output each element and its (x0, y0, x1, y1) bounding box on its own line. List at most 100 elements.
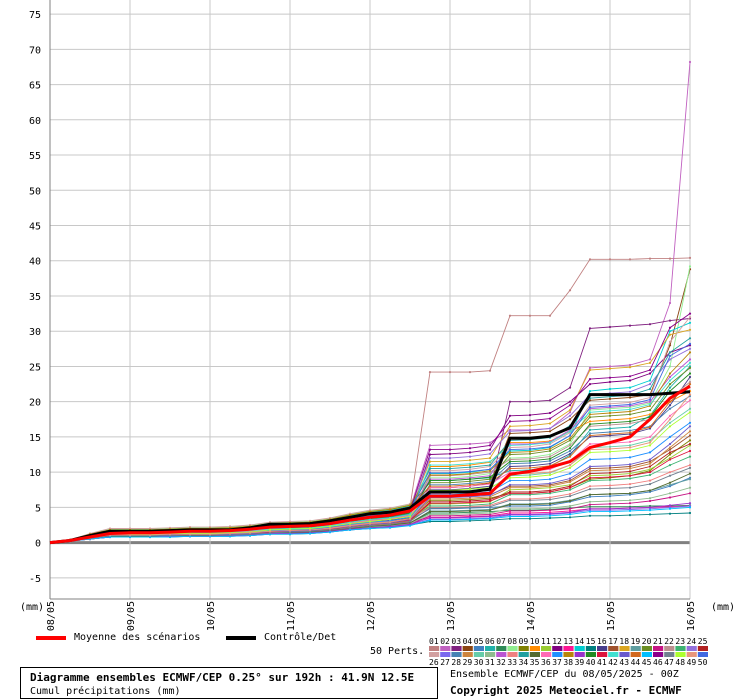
member-color-swatch-top (462, 646, 473, 651)
x-tick-label: 15/05 (606, 601, 617, 631)
member-series-point (668, 418, 672, 421)
member-series-point (388, 508, 392, 511)
member-color-swatch-top (485, 646, 496, 651)
member-series-point (328, 527, 332, 530)
member-series-point (648, 383, 652, 386)
member-series-point (688, 316, 692, 319)
member-series-point (368, 527, 372, 530)
member-series-point (608, 468, 612, 472)
member-series-point (548, 422, 552, 425)
member-series-point (428, 502, 432, 505)
member-series-point (628, 507, 632, 510)
member-series-point (508, 425, 512, 428)
member-number-top: 08 (507, 637, 517, 646)
member-series-point (428, 471, 432, 474)
member-series-point (448, 507, 452, 510)
member-number-top: 01 (429, 637, 439, 646)
member-color-swatch-bottom (630, 652, 641, 657)
member-series-point (568, 449, 572, 453)
member-series-point (508, 476, 512, 479)
member-series-point (528, 431, 532, 434)
member-number-top: 16 (597, 637, 607, 646)
member-series-point (688, 486, 692, 489)
member-series-point (528, 486, 532, 489)
member-series-point (608, 473, 612, 477)
member-series-point (648, 257, 652, 260)
member-series-point (608, 387, 612, 391)
member-series-point (648, 398, 652, 401)
member-series-point (688, 256, 692, 259)
member-series-point (568, 504, 572, 508)
member-color-swatch-top (585, 646, 596, 651)
member-series-point (468, 483, 472, 486)
member-series-point (488, 499, 492, 503)
member-number-top: 07 (496, 637, 506, 646)
x-tick-label: 13/05 (446, 601, 457, 631)
member-series-point (608, 457, 612, 460)
chart-subtitle: Cumul précipitations (mm) (30, 686, 181, 697)
member-series-point (608, 421, 612, 424)
member-series-point (608, 376, 612, 379)
member-series-point (588, 425, 592, 428)
y-tick-label: 5 (35, 503, 41, 514)
member-series-point (688, 372, 692, 375)
member-number-top: 21 (653, 637, 663, 646)
member-number-top: 09 (519, 637, 529, 646)
member-series-point (608, 445, 612, 448)
member-series-point (428, 513, 432, 516)
member-series-point (508, 453, 512, 456)
member-series-point (628, 386, 632, 389)
member-series-point (268, 530, 272, 533)
member-color-swatch-bottom (518, 652, 529, 657)
member-number-bottom: 47 (664, 658, 674, 667)
member-series-point (668, 358, 672, 361)
member-color-swatch-bottom (451, 652, 462, 657)
member-series-point (508, 503, 512, 506)
member-series-point (668, 448, 672, 451)
member-series-point (488, 481, 492, 484)
member-series-point (668, 404, 672, 407)
member-series-point (528, 472, 532, 475)
member-series-point (508, 507, 512, 510)
member-series-point (448, 371, 452, 374)
run-info: Ensemble ECMWF/CEP du 08/05/2025 - 00Z (450, 669, 679, 680)
member-color-swatch-top (541, 646, 552, 651)
member-color-swatch-bottom (686, 652, 697, 657)
member-series-point (328, 531, 332, 534)
member-series-point (688, 434, 692, 437)
member-series-point (588, 514, 592, 517)
member-series-point (588, 469, 592, 472)
member-series-point (448, 510, 452, 513)
member-series-point (608, 427, 612, 430)
member-number-top: 03 (451, 637, 461, 646)
member-series-point (508, 465, 512, 468)
member-series-point (588, 416, 592, 419)
member-series-point (628, 324, 632, 327)
member-series-point (588, 411, 592, 414)
member-series-point (688, 321, 692, 324)
member-series-point (628, 390, 632, 393)
member-series-point (408, 515, 412, 518)
member-series-point (568, 492, 572, 496)
member-series-point (508, 488, 512, 491)
member-series-point (308, 528, 312, 532)
member-series-point (608, 418, 612, 422)
member-series-point (528, 459, 532, 462)
member-series-point (428, 460, 432, 463)
member-series-point (488, 448, 492, 451)
member-series-point (548, 502, 552, 505)
member-series-point (608, 514, 612, 517)
member-series-point (668, 340, 672, 343)
member-series-point (568, 486, 572, 489)
member-color-swatch-bottom (429, 652, 440, 657)
member-series-point (508, 432, 512, 435)
member-series-point (568, 386, 572, 389)
member-series-point (368, 524, 372, 527)
member-series-point (288, 529, 292, 532)
member-color-swatch-bottom (641, 652, 652, 657)
member-series-point (688, 466, 692, 469)
member-series-point (608, 476, 612, 479)
member-series-point (428, 479, 432, 482)
member-series-point (468, 442, 472, 446)
member-series-point (668, 333, 672, 336)
